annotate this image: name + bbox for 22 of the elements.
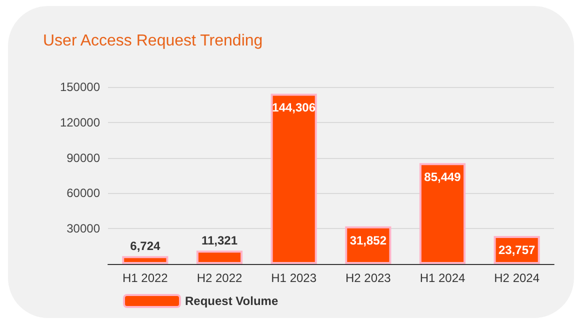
chart-title: User Access Request Trending (43, 32, 263, 50)
y-tick-label: 30000 (66, 222, 100, 236)
y-tick-label: 90000 (66, 150, 100, 165)
bar (270, 94, 317, 264)
y-tick-label: 60000 (66, 186, 100, 200)
bar (419, 163, 466, 264)
text: 6,724 (130, 239, 160, 254)
y-tick-label: 120000 (60, 115, 100, 130)
x-tick-label: H1 2024 (420, 271, 466, 285)
y-tick-label: 150000 (60, 80, 100, 94)
text: 11,321 (201, 234, 238, 248)
text: 23,757 (498, 242, 536, 257)
bar (196, 250, 243, 264)
x-tick-label: H2 2023 (345, 271, 392, 285)
x-tick-label: H2 2022 (196, 271, 243, 285)
x-tick-label: H2 2024 (494, 271, 540, 285)
x-tick-label: H1 2023 (271, 271, 317, 285)
bar (122, 256, 168, 264)
x-tick-label: H1 2022 (122, 271, 168, 285)
text: 85,449 (424, 170, 461, 184)
legend-label: Request Volume (185, 294, 278, 308)
text: 31,852 (350, 233, 387, 248)
